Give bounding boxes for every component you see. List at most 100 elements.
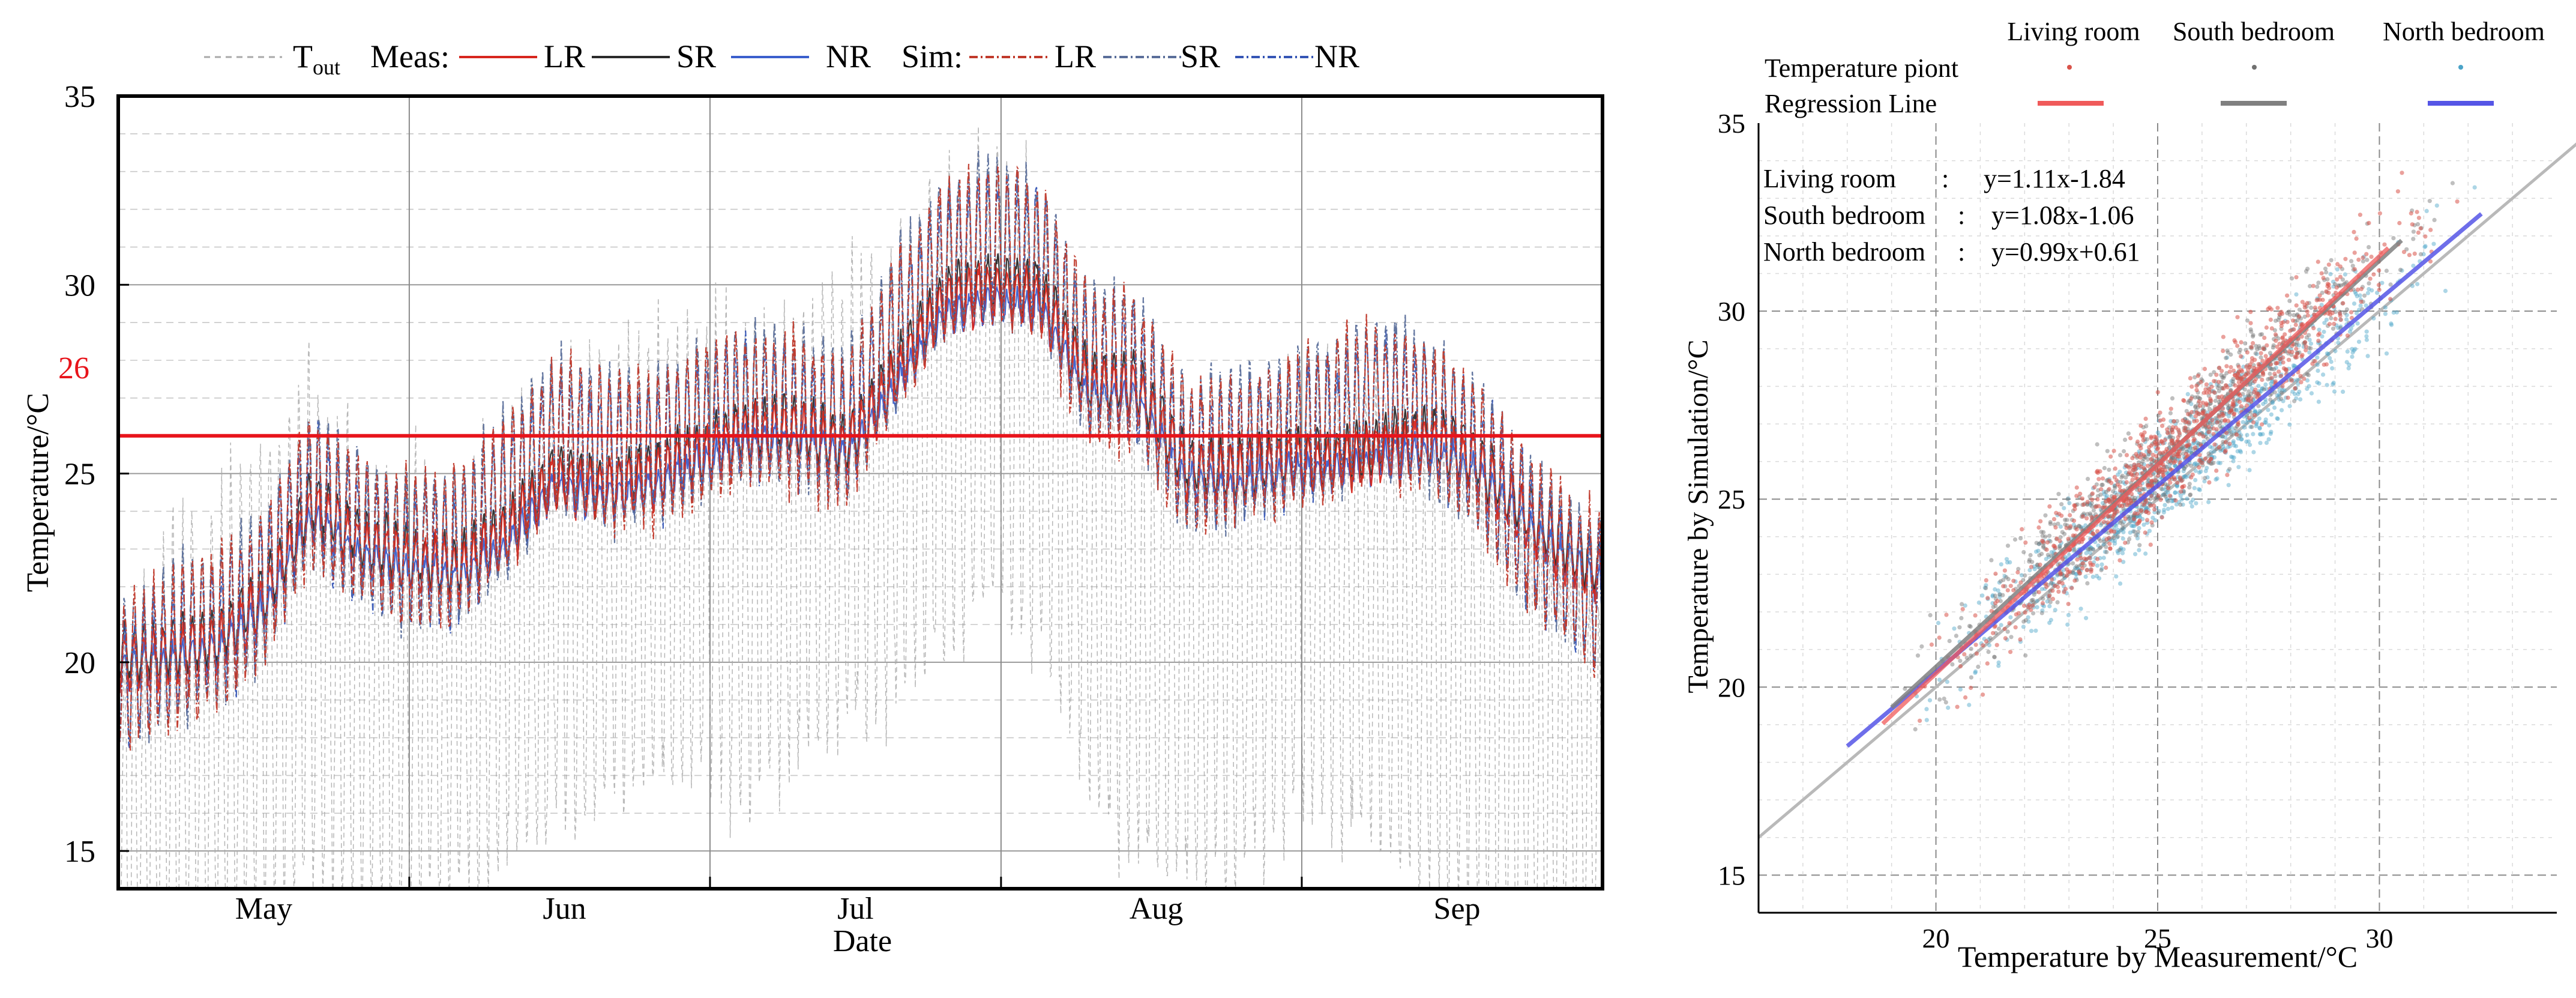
- scatter-point: [2043, 534, 2048, 539]
- legend-col-north-bedroom: North bedroom: [2383, 17, 2545, 46]
- scatter-point: [2091, 547, 2096, 552]
- scatter-point: [2164, 464, 2169, 469]
- scatter-point: [2177, 500, 2182, 504]
- scatter-point: [2141, 522, 2146, 527]
- scatter-point: [2294, 303, 2299, 308]
- scatter-point: [2095, 470, 2099, 474]
- scatter-point: [1974, 651, 1979, 656]
- scatter-point: [2289, 276, 2295, 281]
- scatter-point: [2055, 573, 2060, 578]
- scatter-point: [2352, 229, 2356, 234]
- scatter-point: [2248, 321, 2253, 325]
- scatter-point: [2313, 305, 2317, 310]
- scatter-point: [2239, 354, 2243, 359]
- scatter-point: [2035, 599, 2039, 603]
- scatter-point: [2227, 441, 2232, 446]
- scatter-point: [2244, 420, 2249, 425]
- scatter-point: [2358, 303, 2363, 308]
- scatter-point: [2260, 358, 2265, 363]
- scatter-point: [2208, 396, 2213, 402]
- scatter-point: [2338, 283, 2343, 288]
- scatter-point: [2206, 500, 2211, 504]
- scatter-point: [2157, 433, 2162, 438]
- scatter-point: [2095, 442, 2099, 447]
- scatter-point: [2281, 320, 2286, 325]
- scatter-point: [2056, 521, 2060, 526]
- scatter-chart: 15 20 25 30 35 20 25 30 Temperature by Simulati…: [1682, 17, 2576, 973]
- scatter-point: [2099, 487, 2104, 492]
- scatter-point: [2258, 332, 2263, 337]
- scatter-point: [2213, 477, 2218, 482]
- scatter-point: [1990, 593, 1995, 598]
- scatter-point: [2324, 362, 2329, 367]
- scatter-point: [2124, 453, 2129, 458]
- scatter-point: [2030, 597, 2035, 602]
- scatter-point: [1945, 679, 1949, 685]
- scatter-point: [2162, 468, 2168, 473]
- scatter-point: [2208, 372, 2213, 377]
- scatter-point: [2231, 443, 2237, 448]
- scatter-point: [2050, 596, 2056, 602]
- scatter-point: [2197, 458, 2202, 463]
- scatter-point: [2305, 372, 2310, 377]
- scatter-point: [2012, 537, 2018, 542]
- scatter-point: [2102, 519, 2107, 524]
- scatter-point: [2102, 549, 2107, 554]
- scatter-point: [1962, 652, 1967, 657]
- scatter-point: [2260, 332, 2265, 337]
- scatter-point: [2058, 572, 2063, 576]
- scatter-point: [2259, 351, 2263, 355]
- scatter-point: [2361, 255, 2365, 260]
- scatter-point: [2344, 307, 2349, 312]
- scatter-point: [2294, 342, 2299, 348]
- scatter-point: [2197, 396, 2201, 401]
- scatter-point: [2080, 496, 2085, 501]
- scatter-point: [2356, 307, 2362, 312]
- scatter-point: [2193, 405, 2198, 410]
- scatter-point: [2116, 551, 2120, 555]
- scatter-point: [2296, 343, 2301, 348]
- scatter-point: [2165, 431, 2170, 436]
- scatter-point: [2039, 587, 2044, 591]
- scatter-point: [2050, 588, 2055, 593]
- scatter-point: [2352, 267, 2357, 271]
- scatter-point: [2065, 497, 2070, 501]
- scatter-point: [2050, 577, 2054, 582]
- scatter-point: [2349, 310, 2354, 315]
- scatter-point: [2143, 551, 2148, 556]
- scatter-point: [2044, 557, 2048, 561]
- scatter-point: [2101, 542, 2106, 547]
- scatter-point: [2280, 384, 2285, 389]
- scatter-point: [2328, 312, 2333, 317]
- scatter-point: [2241, 398, 2246, 403]
- scatter-point: [1955, 704, 1960, 709]
- scatter-point: [1958, 687, 1963, 692]
- scatter-point: [2249, 425, 2254, 429]
- scatter-point: [1952, 626, 1957, 631]
- scatter-point: [2100, 505, 2105, 510]
- scatter-point: [1996, 626, 2002, 631]
- scatter-point: [2121, 480, 2126, 485]
- scatter-point: [2149, 479, 2153, 484]
- scatter-point: [1946, 706, 1951, 710]
- scatter-point: [2040, 608, 2045, 613]
- scatter-xtick-label: 30: [2365, 923, 2393, 954]
- scatter-point: [2281, 366, 2286, 371]
- scatter-point: [2170, 425, 2175, 430]
- scatter-point: [2354, 236, 2359, 241]
- scatter-point: [2252, 413, 2257, 417]
- equation-room-living: Living room: [1763, 164, 1896, 193]
- scatter-point: [2311, 325, 2316, 331]
- equation-room-north: North bedroom: [1763, 237, 1925, 267]
- scatter-point: [2123, 437, 2128, 443]
- scatter-point: [2220, 375, 2225, 380]
- scatter-point: [2240, 420, 2245, 425]
- scatter-point: [2234, 432, 2239, 437]
- scatter-point: [2286, 357, 2291, 362]
- scatter-point: [2221, 348, 2225, 354]
- scatter-point: [2074, 494, 2079, 498]
- scatter-point: [2344, 313, 2349, 318]
- scatter-point: [2227, 467, 2232, 471]
- scatter-point: [2109, 480, 2114, 485]
- scatter-point: [2294, 292, 2299, 297]
